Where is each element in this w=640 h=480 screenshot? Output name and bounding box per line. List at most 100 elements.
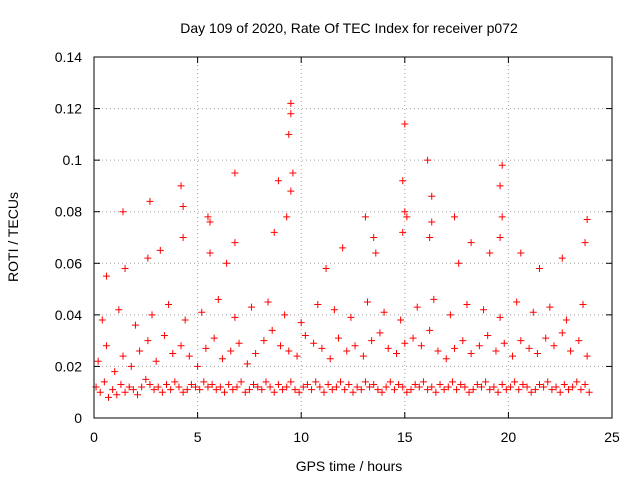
data-points [92,99,593,401]
data-point [451,344,459,352]
data-point [567,347,575,355]
data-point [202,344,210,352]
data-point [527,388,535,396]
data-point [146,197,154,205]
data-point [225,380,233,388]
data-point [399,228,407,236]
data-point [223,259,231,267]
data-point [287,110,295,118]
data-point [245,386,253,394]
data-point [519,380,527,388]
data-point [535,264,543,272]
data-point [231,313,239,321]
data-point [320,388,328,396]
y-tick-label: 0.12 [55,101,82,117]
data-point [465,388,473,396]
data-point [533,350,541,358]
data-point [515,386,523,394]
data-point [583,215,591,223]
data-point [127,362,135,370]
data-point [322,264,330,272]
data-point [310,339,318,347]
data-point [486,249,494,257]
data-point [384,344,392,352]
data-point [144,337,152,345]
data-point [581,380,589,388]
data-point [502,386,510,394]
data-point [237,378,245,386]
data-point [558,254,566,262]
x-axis-label: GPS time / hours [296,458,403,474]
data-point [281,311,289,319]
data-point [187,380,195,388]
data-point [428,192,436,200]
data-point [291,386,299,394]
data-point [204,383,212,391]
data-point [417,342,425,350]
data-point [169,350,177,358]
data-point [258,386,266,394]
data-point [562,316,570,324]
data-point [231,169,239,177]
data-point [467,350,475,358]
y-tick-label: 0 [74,410,82,426]
data-point [339,244,347,252]
data-point [216,383,224,391]
data-point [194,362,202,370]
data-point [134,391,142,399]
y-tick-label: 0.06 [55,255,82,271]
data-point [129,386,137,394]
data-point [430,295,438,303]
data-point [498,380,506,388]
data-point [409,334,417,342]
data-point [509,352,517,360]
data-point [289,169,297,177]
data-point [212,386,220,394]
y-tick-label: 0.02 [55,358,82,374]
data-point [475,342,483,350]
data-point [550,342,558,350]
data-point [440,386,448,394]
data-point [152,357,160,365]
data-point [285,347,293,355]
data-point [314,301,322,309]
data-point [154,383,162,391]
data-point [218,355,226,363]
data-point [426,234,434,241]
data-point [268,326,276,334]
data-point [318,344,326,352]
data-point [270,388,278,396]
data-point [579,301,587,309]
data-point [260,337,268,345]
data-point [366,383,374,391]
data-point [136,347,144,355]
data-point [453,386,461,394]
data-point [163,380,171,388]
data-point [347,313,355,321]
chart-title: Day 109 of 2020, Rate Of TEC Index for r… [180,20,518,36]
data-point [235,339,243,347]
data-point [332,383,340,391]
data-point [560,380,568,388]
data-point [390,386,398,394]
data-point [125,383,133,391]
data-point [361,378,369,386]
data-point [351,342,359,350]
data-point [204,213,212,221]
data-point [196,386,204,394]
data-point [131,321,139,329]
data-point [111,368,119,376]
x-tick-label: 0 [90,429,98,445]
data-point [585,388,593,396]
data-point [165,301,173,309]
data-point [370,380,378,388]
data-point [511,378,519,386]
data-point [401,120,409,128]
data-point [295,388,303,396]
data-point [109,386,117,394]
data-point [100,378,108,386]
data-point [540,383,548,391]
data-point [299,383,307,391]
plot-frame [93,56,613,419]
